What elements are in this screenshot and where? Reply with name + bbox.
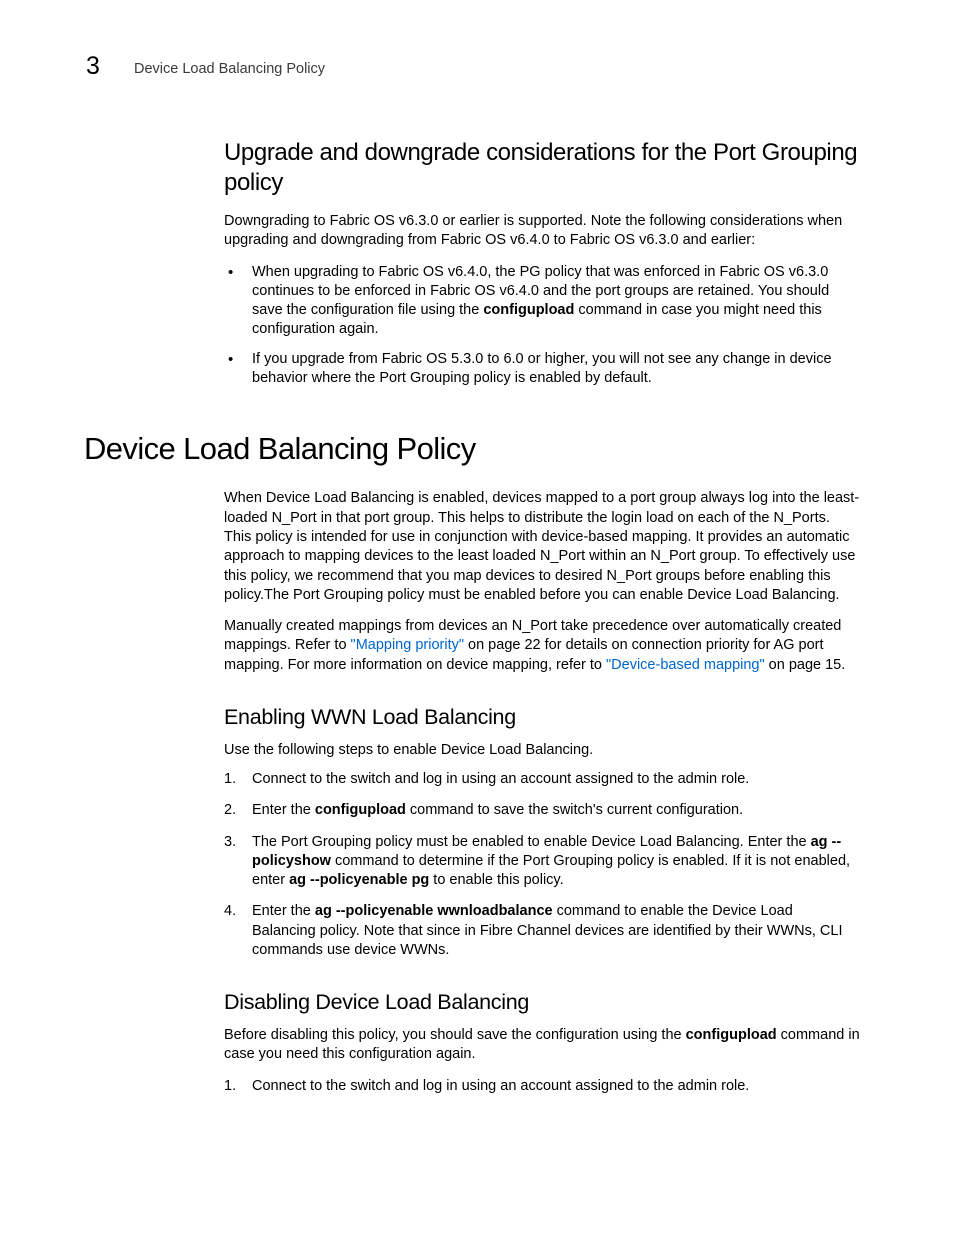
running-title: Device Load Balancing Policy: [134, 61, 325, 77]
upgrade-intro: Downgrading to Fabric OS v6.3.0 or earli…: [224, 212, 860, 251]
command-text: ag ‑‑policyenable wwnloadbalance: [315, 903, 553, 919]
enable-steps: Connect to the switch and log in using a…: [224, 770, 860, 960]
dlb-para2: Manually created mappings from devices a…: [224, 617, 860, 675]
body-text: on page 15.: [765, 657, 846, 673]
command-text: configupload: [686, 1027, 777, 1043]
step-text: to enable this policy.: [429, 872, 563, 888]
enable-intro-block: Use the following steps to enable Device…: [224, 741, 860, 760]
step-text: Enter the: [252, 802, 315, 818]
heading-disabling-dlb: Disabling Device Load Balancing: [224, 990, 860, 1016]
list-item: If you upgrade from Fabric OS 5.3.0 to 6…: [224, 350, 860, 389]
dlb-body: When Device Load Balancing is enabled, d…: [224, 489, 860, 675]
list-item: Connect to the switch and log in using a…: [224, 1077, 860, 1096]
step-text: Enter the: [252, 903, 315, 919]
link-mapping-priority[interactable]: "Mapping priority": [351, 637, 464, 653]
command-text: configupload: [315, 802, 406, 818]
disable-intro: Before disabling this policy, you should…: [224, 1026, 860, 1065]
page-header: 3 Device Load Balancing Policy: [0, 58, 954, 88]
step-text: The Port Grouping policy must be enabled…: [252, 834, 811, 850]
list-item: When upgrading to Fabric OS v6.4.0, the …: [224, 263, 860, 340]
link-device-based-mapping[interactable]: "Device-based mapping": [606, 657, 765, 673]
body-text: Before disabling this policy, you should…: [224, 1027, 686, 1043]
upgrade-intro-block: Downgrading to Fabric OS v6.3.0 or earli…: [224, 212, 860, 251]
dlb-para1: When Device Load Balancing is enabled, d…: [224, 489, 860, 605]
list-item: Connect to the switch and log in using a…: [224, 770, 860, 789]
chapter-number: 3: [86, 52, 99, 81]
list-item: Enter the ag ‑‑policyenable wwnloadbalan…: [224, 902, 860, 960]
heading-enabling-wwn: Enabling WWN Load Balancing: [224, 705, 860, 731]
command-text: ag --policyenable pg: [289, 872, 429, 888]
enable-intro: Use the following steps to enable Device…: [224, 741, 860, 760]
upgrade-bullet-list: When upgrading to Fabric OS v6.4.0, the …: [224, 263, 860, 389]
heading-device-load-balancing: Device Load Balancing Policy: [84, 430, 860, 467]
page-content: Upgrade and downgrade considerations for…: [84, 138, 860, 1108]
heading-upgrade-downgrade: Upgrade and downgrade considerations for…: [224, 138, 860, 198]
command-text: configupload: [483, 302, 574, 318]
document-page: 3 Device Load Balancing Policy Upgrade a…: [0, 0, 954, 1235]
step-text: Connect to the switch and log in using a…: [252, 1078, 749, 1094]
list-item: The Port Grouping policy must be enabled…: [224, 833, 860, 891]
disable-steps: Connect to the switch and log in using a…: [224, 1077, 860, 1096]
disable-intro-block: Before disabling this policy, you should…: [224, 1026, 860, 1065]
step-text: command to save the switch's current con…: [406, 802, 743, 818]
list-item: Enter the configupload command to save t…: [224, 801, 860, 820]
bullet-text: If you upgrade from Fabric OS 5.3.0 to 6…: [252, 351, 832, 386]
step-text: Connect to the switch and log in using a…: [252, 771, 749, 787]
